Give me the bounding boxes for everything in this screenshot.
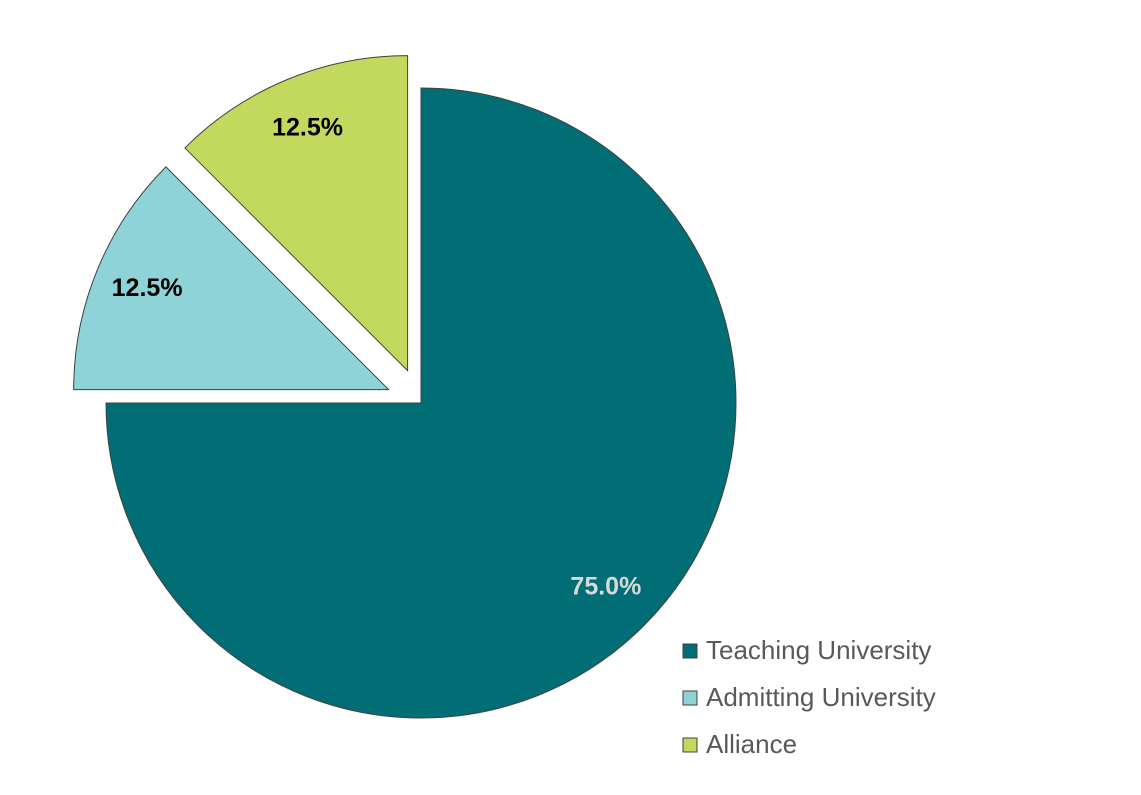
value-label: 12.5% xyxy=(272,114,343,142)
legend-swatch xyxy=(682,690,698,706)
legend-swatch xyxy=(682,643,698,659)
legend-label: Admitting University xyxy=(706,682,936,712)
legend-label: Alliance xyxy=(706,729,797,759)
pie-slice xyxy=(184,55,409,372)
pie-slice xyxy=(73,166,390,391)
value-label: 75.0% xyxy=(570,572,641,600)
legend-label: Teaching University xyxy=(706,635,931,665)
pie-slice xyxy=(105,87,737,719)
value-label: 12.5% xyxy=(112,274,183,302)
legend-swatch xyxy=(682,737,698,753)
